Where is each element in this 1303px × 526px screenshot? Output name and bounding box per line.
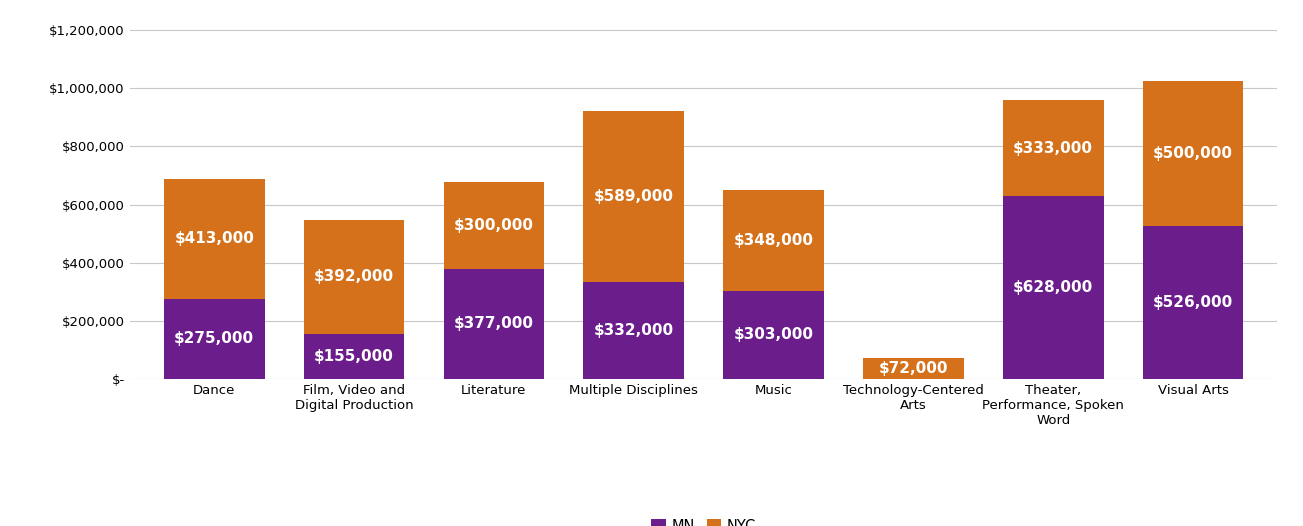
Text: $155,000: $155,000 <box>314 349 394 363</box>
Bar <box>1143 226 1243 379</box>
Bar <box>164 299 265 379</box>
Bar <box>1003 100 1104 196</box>
Bar <box>723 190 823 291</box>
Text: $377,000: $377,000 <box>453 317 534 331</box>
Bar <box>863 358 964 379</box>
Text: $628,000: $628,000 <box>1012 280 1093 295</box>
Text: $300,000: $300,000 <box>453 218 534 233</box>
Bar <box>584 112 684 282</box>
Bar <box>304 333 404 379</box>
Bar <box>443 269 545 379</box>
Text: $589,000: $589,000 <box>594 189 674 204</box>
Text: $72,000: $72,000 <box>878 361 949 376</box>
Bar <box>1003 196 1104 379</box>
Bar <box>723 291 823 379</box>
Bar <box>443 182 545 269</box>
Text: $392,000: $392,000 <box>314 269 394 285</box>
Text: $333,000: $333,000 <box>1014 140 1093 156</box>
Text: $303,000: $303,000 <box>734 327 813 342</box>
Bar <box>1143 81 1243 226</box>
Text: $526,000: $526,000 <box>1153 295 1233 310</box>
Bar <box>164 179 265 299</box>
Text: $348,000: $348,000 <box>734 232 813 248</box>
Text: $332,000: $332,000 <box>594 323 674 338</box>
Text: $275,000: $275,000 <box>175 331 254 346</box>
Text: $500,000: $500,000 <box>1153 146 1233 161</box>
Bar <box>584 282 684 379</box>
Legend: MN, NYC: MN, NYC <box>645 513 762 526</box>
Bar <box>304 220 404 333</box>
Text: $413,000: $413,000 <box>175 231 254 246</box>
